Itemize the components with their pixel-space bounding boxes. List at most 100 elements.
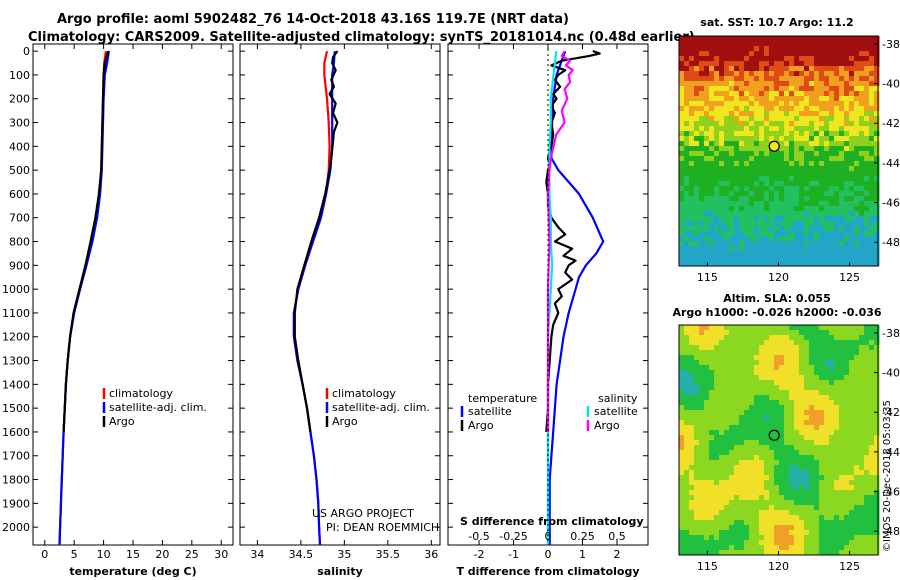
map-cell xyxy=(869,455,875,461)
map-cell xyxy=(754,535,760,541)
map-cell xyxy=(869,425,875,431)
map-cell xyxy=(724,131,730,137)
map-cell xyxy=(744,86,750,92)
map-cell xyxy=(759,186,765,192)
map-cell xyxy=(694,56,700,62)
map-cell xyxy=(724,340,730,346)
map-cell xyxy=(694,365,700,371)
map-cell xyxy=(764,191,770,197)
map-cell xyxy=(799,256,805,262)
map-cell xyxy=(799,116,805,122)
map-cell xyxy=(734,470,740,476)
map-cell xyxy=(829,236,835,242)
map-cell xyxy=(859,470,865,476)
map-cell xyxy=(714,136,720,142)
map-cell xyxy=(869,116,875,122)
map-cell xyxy=(704,251,710,257)
map-cell xyxy=(834,241,840,247)
map-cell xyxy=(739,191,745,197)
map-cell xyxy=(809,430,815,436)
map-cell xyxy=(744,246,750,252)
map-cell xyxy=(679,345,685,351)
map-cell xyxy=(859,435,865,441)
map-cell xyxy=(784,131,790,137)
map-cell xyxy=(834,146,840,152)
map-cell xyxy=(819,131,825,137)
map-cell xyxy=(679,395,685,401)
map-cell xyxy=(844,515,850,521)
map-cell xyxy=(729,166,735,172)
map-cell xyxy=(869,385,875,391)
map-cell xyxy=(719,395,725,401)
map-cell xyxy=(744,440,750,446)
map-cell xyxy=(699,126,705,132)
map-cell xyxy=(809,86,815,92)
map-cell xyxy=(729,390,735,396)
map-cell xyxy=(714,126,720,132)
map-cell xyxy=(749,450,755,456)
map-cell xyxy=(849,495,855,501)
map-cell xyxy=(869,500,875,506)
map-cell xyxy=(734,51,740,57)
map-cell xyxy=(729,325,735,331)
map-cell xyxy=(679,186,685,192)
map-cell xyxy=(799,176,805,182)
map-cell xyxy=(864,136,870,142)
map-cell xyxy=(829,176,835,182)
map-cell xyxy=(734,475,740,481)
map-cell xyxy=(834,395,840,401)
map-cell xyxy=(754,400,760,406)
map-cell xyxy=(849,221,855,227)
map-cell xyxy=(849,201,855,207)
map-cell xyxy=(694,196,700,202)
map-cell xyxy=(869,325,875,331)
map-cell xyxy=(824,246,830,252)
map-cell xyxy=(759,510,765,516)
map-cell xyxy=(724,61,730,67)
map-cell xyxy=(794,510,800,516)
map-cell xyxy=(739,121,745,127)
map-cell xyxy=(719,490,725,496)
map-cell xyxy=(689,405,695,411)
x-tick-label: 1 xyxy=(579,548,586,561)
map-cell xyxy=(704,545,710,551)
map-cell xyxy=(844,480,850,486)
map-cell xyxy=(809,131,815,137)
map-cell xyxy=(704,96,710,102)
map-cell xyxy=(689,226,695,232)
map-cell xyxy=(704,465,710,471)
map-cell xyxy=(699,236,705,242)
map-cell xyxy=(779,156,785,162)
secondary-tick-label: 0 xyxy=(545,530,552,543)
map-cell xyxy=(799,221,805,227)
map-cell xyxy=(779,91,785,97)
map-cell xyxy=(784,51,790,57)
map-cell xyxy=(799,136,805,142)
map-cell xyxy=(694,236,700,242)
map-cell xyxy=(739,206,745,212)
map-cell xyxy=(809,490,815,496)
map-cell xyxy=(684,201,690,207)
map-cell xyxy=(759,350,765,356)
map-cell xyxy=(744,56,750,62)
map-cell xyxy=(754,176,760,182)
map-cell xyxy=(789,460,795,466)
map-cell xyxy=(834,231,840,237)
map-cell xyxy=(854,256,860,262)
map-cell xyxy=(784,485,790,491)
map-cell xyxy=(794,256,800,262)
map-cell xyxy=(739,51,745,57)
map-cell xyxy=(699,206,705,212)
map-cell xyxy=(859,131,865,137)
map-cell xyxy=(734,101,740,107)
map-cell xyxy=(849,196,855,202)
map-cell xyxy=(719,335,725,341)
map-cell xyxy=(839,241,845,247)
map-cell xyxy=(829,66,835,72)
map-cell xyxy=(744,226,750,232)
map-cell xyxy=(819,440,825,446)
map-cell xyxy=(759,76,765,82)
map-cell xyxy=(859,355,865,361)
map-cell xyxy=(874,470,880,476)
map-cell xyxy=(789,171,795,177)
